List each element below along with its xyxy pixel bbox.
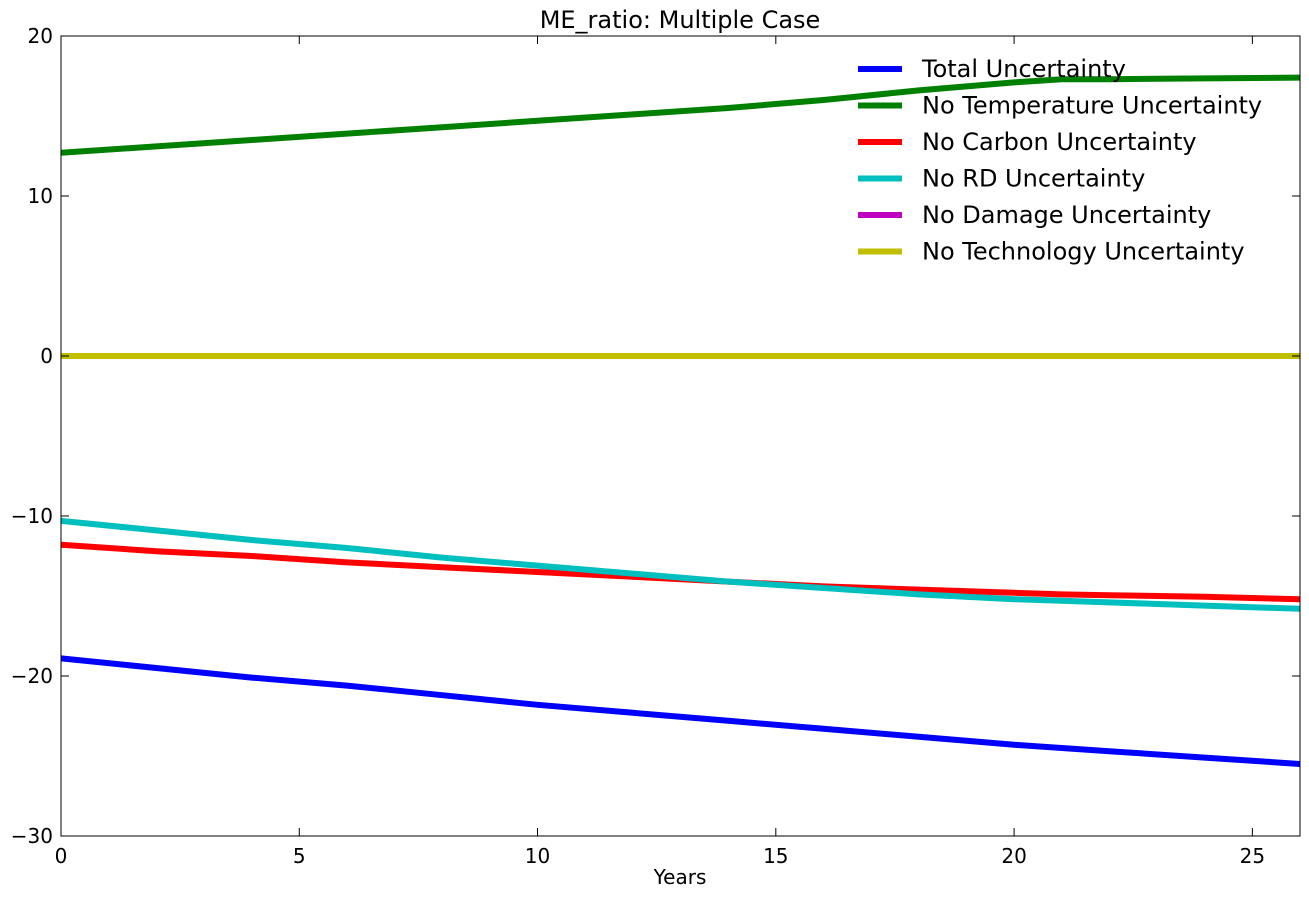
series-line-no-rd-uncertainty bbox=[61, 517, 1300, 612]
series-line-no-temperature-uncertainty bbox=[61, 74, 1300, 156]
y-tick-label: 20 bbox=[28, 24, 53, 48]
x-tick-label: 25 bbox=[1240, 844, 1265, 868]
chart-title: ME_ratio: Multiple Case bbox=[540, 6, 821, 34]
ticks-layer: 0 5 10 15 20 25 −30 −20 −10 0 10 20 bbox=[11, 24, 1300, 868]
x-axis-title: Years bbox=[653, 865, 707, 889]
x-tick-label: 0 bbox=[55, 844, 68, 868]
x-tick-label: 20 bbox=[1001, 844, 1026, 868]
legend-label: Total Uncertainty bbox=[921, 55, 1126, 83]
legend-entry-no-carbon-uncertainty: No Carbon Uncertainty bbox=[858, 128, 1197, 156]
y-tick-label: −30 bbox=[11, 824, 53, 848]
legend-label: No Carbon Uncertainty bbox=[922, 128, 1197, 156]
legend-entry-no-rd-uncertainty: No RD Uncertainty bbox=[858, 165, 1145, 193]
y-tick-label: −20 bbox=[11, 664, 53, 688]
legend-label: No Temperature Uncertainty bbox=[922, 92, 1262, 120]
legend-entry-total-uncertainty: Total Uncertainty bbox=[858, 55, 1126, 83]
legend-label: No RD Uncertainty bbox=[922, 165, 1145, 193]
series-line-no-carbon-uncertainty bbox=[61, 541, 1300, 603]
legend: Total Uncertainty No Temperature Uncertai… bbox=[858, 55, 1262, 266]
series-layer bbox=[61, 74, 1300, 767]
legend-label: No Damage Uncertainty bbox=[922, 201, 1211, 229]
x-tick-label: 5 bbox=[293, 844, 306, 868]
x-tick-label: 10 bbox=[525, 844, 550, 868]
legend-label: No Technology Uncertainty bbox=[922, 238, 1245, 266]
legend-entry-no-temperature-uncertainty: No Temperature Uncertainty bbox=[858, 92, 1262, 120]
x-tick-label: 15 bbox=[763, 844, 788, 868]
y-tick-label: 10 bbox=[28, 184, 53, 208]
legend-entry-no-technology-uncertainty: No Technology Uncertainty bbox=[858, 238, 1245, 266]
series-line-total-uncertainty bbox=[61, 655, 1300, 767]
plot-frame bbox=[60, 35, 1301, 837]
y-tick-label: 0 bbox=[40, 344, 53, 368]
y-tick-label: −10 bbox=[11, 504, 53, 528]
legend-entry-no-damage-uncertainty: No Damage Uncertainty bbox=[858, 201, 1211, 229]
